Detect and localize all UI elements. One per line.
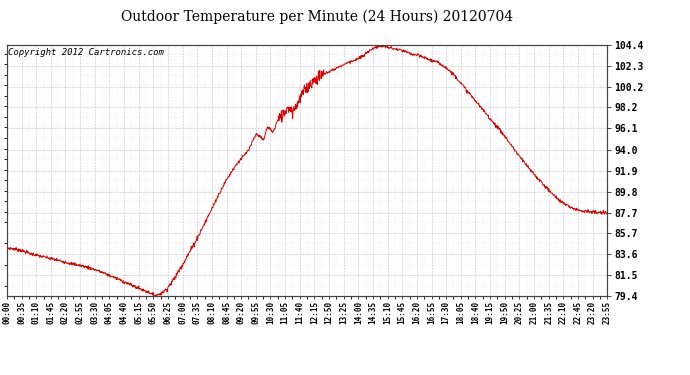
Text: Copyright 2012 Cartronics.com: Copyright 2012 Cartronics.com (8, 48, 164, 57)
Text: Outdoor Temperature per Minute (24 Hours) 20120704: Outdoor Temperature per Minute (24 Hours… (121, 9, 513, 24)
